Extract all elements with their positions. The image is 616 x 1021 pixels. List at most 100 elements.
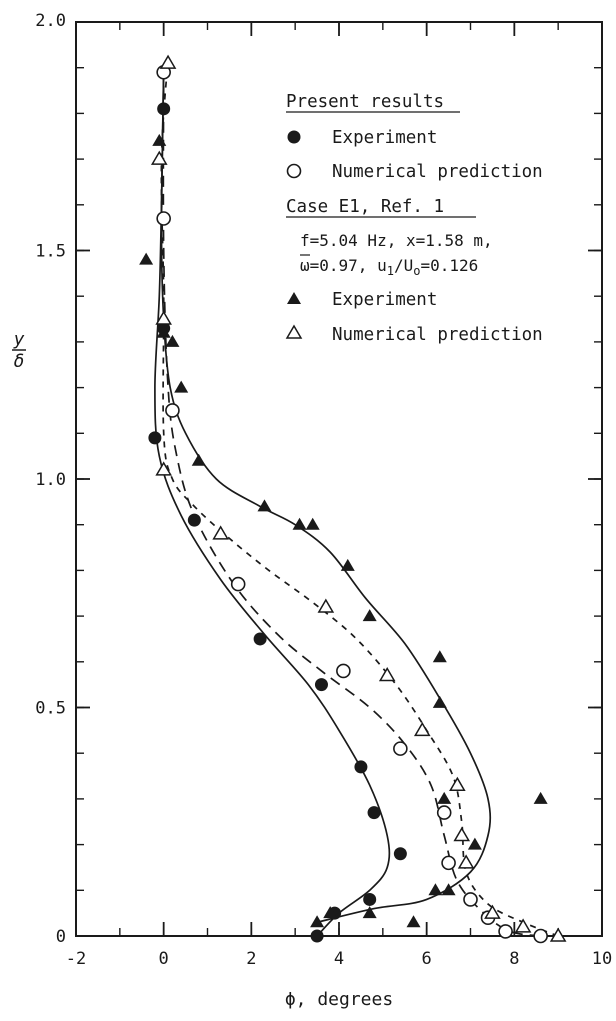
point-filled-triangle [156, 325, 171, 338]
point-open-triangle [155, 310, 172, 325]
point-filled-circle [393, 847, 407, 861]
point-filled-triangle [432, 650, 447, 663]
major-ticks [75, 21, 603, 937]
point-open-circle [498, 924, 513, 939]
legend: Present results Experiment Numerical pre… [285, 92, 543, 345]
y-tick-label: 0 [56, 927, 66, 947]
point-open-triangle [378, 667, 396, 682]
x-tick-label: 8 [509, 949, 519, 969]
point-open-circle [533, 928, 548, 944]
legend-params-slash: /U [394, 256, 413, 275]
point-filled-circle [157, 102, 171, 116]
point-filled-triangle [533, 791, 548, 804]
y-axis-label-numerator: y [13, 329, 25, 350]
point-open-triangle [549, 927, 567, 942]
point-filled-circle [310, 929, 324, 943]
point-open-triangle [317, 598, 335, 613]
point-filled-triangle [406, 915, 421, 928]
point-filled-triangle [467, 837, 482, 850]
curve-3-solid [160, 67, 492, 924]
point-filled-triangle [191, 453, 206, 466]
point-filled-circle [367, 806, 381, 820]
point-filled-circle [314, 678, 328, 692]
legend-params-sub1: 1 [387, 264, 394, 278]
x-tick-label: 4 [334, 949, 344, 969]
point-filled-circle [253, 632, 267, 646]
legend-params-omega: ω [300, 256, 310, 275]
point-filled-triangle [139, 252, 154, 265]
legend-marker-filled-circle [287, 130, 301, 144]
x-tick-label: 6 [422, 949, 432, 969]
curve-4-short-dash [160, 58, 559, 937]
legend-group1-num: Numerical prediction [332, 162, 543, 182]
point-open-triangle [457, 854, 475, 869]
point-filled-triangle [323, 906, 338, 919]
y-tick-label: 1.0 [35, 470, 66, 490]
y-tick-labels: 0 0.5 1.0 1.5 2.0 [35, 11, 66, 947]
point-filled-circle [148, 431, 162, 445]
point-filled-triangle [437, 791, 452, 804]
point-open-circle [436, 805, 452, 820]
point-filled-circle [354, 760, 368, 774]
legend-params-line2a: =0.97, u [310, 256, 387, 275]
x-tick-label: 0 [159, 949, 169, 969]
y-axis-label-denominator: δ [14, 351, 25, 372]
point-open-circle [156, 211, 171, 226]
point-open-triangle [413, 721, 431, 737]
point-open-triangle [159, 54, 177, 69]
legend-params-sub2: o [413, 264, 420, 278]
legend-group2-num: Numerical prediction [332, 325, 543, 345]
x-axis-label: ϕ, degrees [285, 989, 393, 1010]
point-filled-triangle [428, 883, 443, 896]
legend-marker-open-triangle [285, 324, 303, 339]
point-open-circle [441, 855, 456, 871]
legend-group1-title: Present results [286, 92, 444, 112]
point-filled-triangle [292, 517, 307, 530]
point-open-circle [393, 741, 408, 756]
point-filled-triangle [441, 883, 456, 896]
legend-group1-exp: Experiment [332, 128, 437, 148]
legend-marker-open-circle [286, 163, 302, 179]
x-tick-label: 10 [592, 949, 612, 969]
y-tick-label: 2.0 [35, 11, 66, 31]
point-open-triangle [514, 918, 532, 933]
point-filled-triangle [174, 380, 189, 393]
point-open-triangle [453, 826, 471, 842]
point-filled-triangle [340, 558, 355, 571]
point-filled-triangle [362, 906, 377, 919]
point-open-triangle [155, 461, 172, 476]
legend-marker-filled-triangle [287, 292, 301, 304]
point-open-triangle [484, 904, 501, 919]
point-open-circle [463, 892, 478, 907]
point-open-circle [336, 663, 351, 679]
point-filled-triangle [362, 609, 377, 622]
x-tick-labels: -2 0 2 4 6 8 10 [66, 949, 612, 969]
legend-params-line1: f=5.04 Hz, x=1.58 m, [300, 231, 493, 250]
curve-2-long-dash [162, 67, 541, 937]
point-filled-triangle [310, 915, 325, 928]
x-tick-label: -2 [66, 949, 86, 969]
point-open-triangle [449, 776, 466, 791]
legend-group2-title: Case E1, Ref. 1 [286, 197, 444, 217]
y-tick-label: 1.5 [35, 242, 66, 262]
point-filled-triangle [432, 695, 447, 708]
point-open-triangle [212, 525, 229, 540]
y-axis-label: y δ [12, 329, 26, 372]
point-filled-triangle [305, 517, 320, 530]
point-open-circle [165, 403, 180, 418]
x-tick-label: 2 [246, 949, 256, 969]
point-filled-circle [363, 892, 377, 906]
legend-params-val: =0.126 [420, 256, 478, 275]
point-filled-triangle [152, 133, 167, 146]
point-filled-circle [187, 513, 201, 527]
data-points [139, 54, 567, 944]
point-open-circle [230, 576, 246, 592]
y-tick-label: 0.5 [35, 699, 66, 719]
curves [154, 58, 559, 937]
legend-params-line2: ω=0.97, u1/Uo=0.126 [300, 256, 478, 278]
point-filled-triangle [165, 334, 180, 347]
point-filled-triangle [257, 499, 272, 512]
point-open-triangle [150, 150, 168, 165]
legend-group2-exp: Experiment [332, 290, 437, 310]
